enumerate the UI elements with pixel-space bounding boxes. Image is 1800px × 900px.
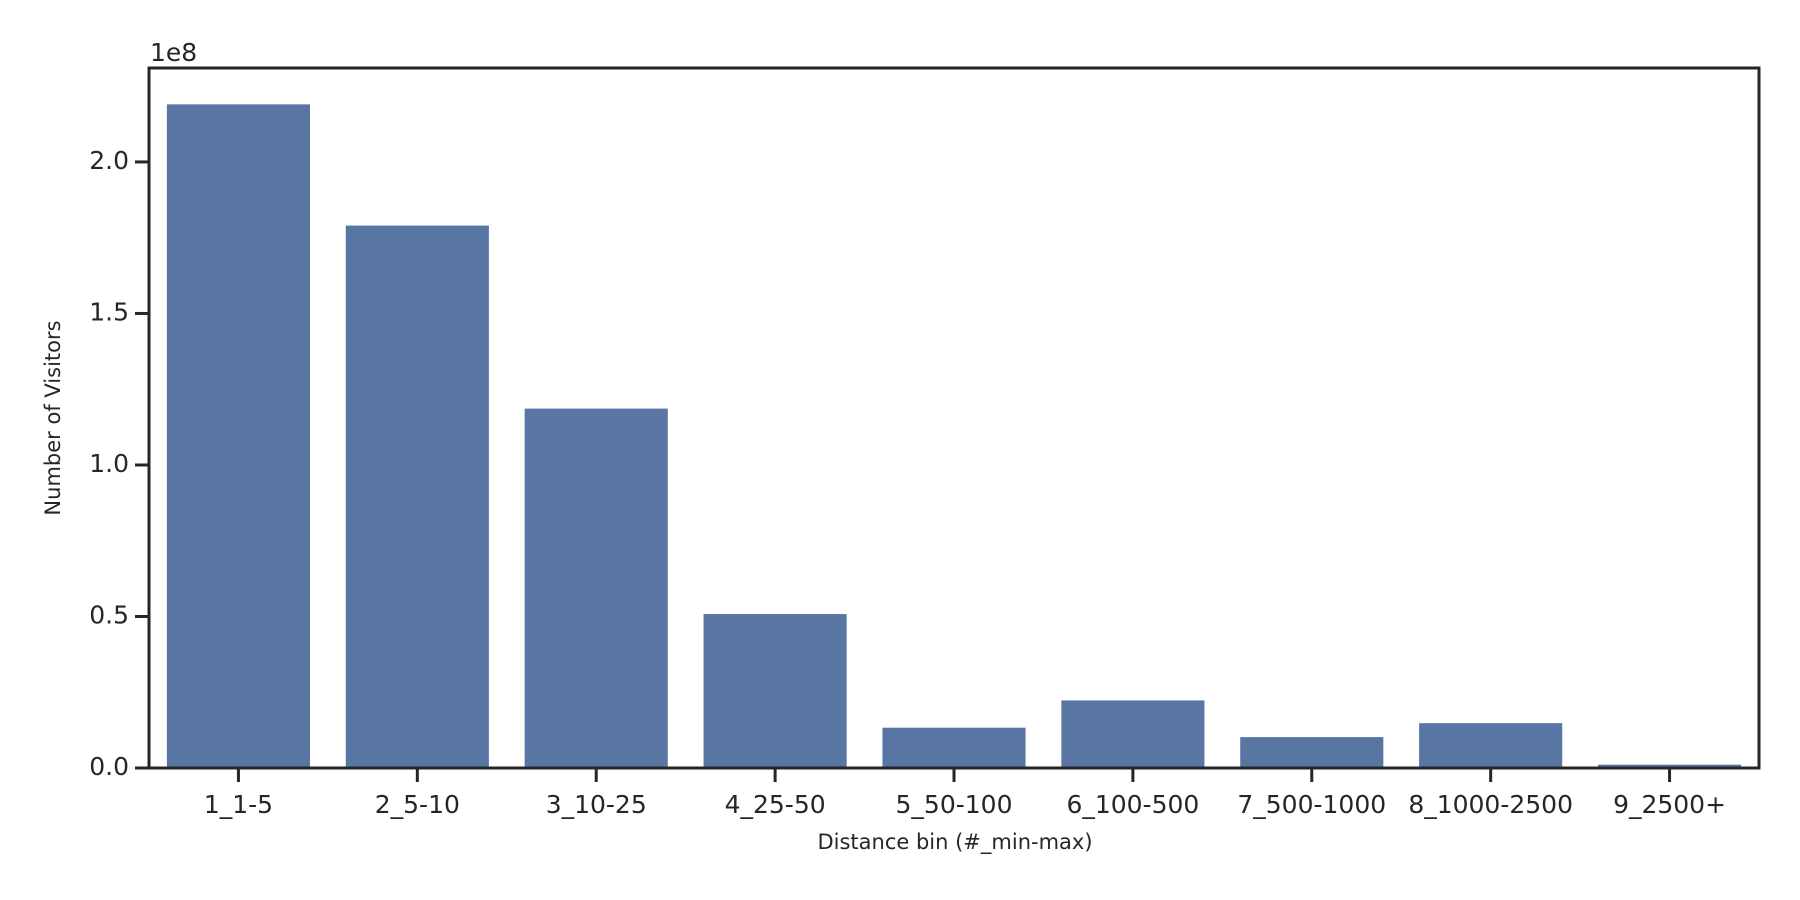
x-tick-label: 3_10-25	[546, 790, 647, 819]
y-axis-label: Number of Visitors	[41, 320, 65, 515]
bar	[345, 225, 489, 769]
x-tick-label: 9_2500+	[1613, 790, 1726, 819]
bar	[703, 614, 847, 768]
bar	[1598, 764, 1742, 768]
bar	[882, 727, 1026, 768]
x-tick-label: 6_100-500	[1066, 790, 1199, 819]
x-tick-label: 7_500-1000	[1237, 790, 1386, 819]
bar	[524, 408, 668, 768]
plot-frame	[147, 66, 1761, 770]
x-tick-label: 2_5-10	[375, 790, 460, 819]
y-tick-label: 1.5	[89, 297, 129, 326]
x-tick-label: 1_1-5	[204, 790, 273, 819]
y-tick-label: 1.0	[89, 449, 129, 478]
y-tick-label: 0.0	[89, 752, 129, 781]
y-tick-label: 2.0	[89, 146, 129, 175]
x-tick-label: 5_50-100	[896, 790, 1013, 819]
x-axis-label: Distance bin (#_min-max)	[817, 830, 1092, 855]
bar	[1419, 723, 1563, 768]
y-offset-label: 1e8	[150, 38, 197, 67]
x-tick-label: 8_1000-2500	[1408, 790, 1573, 819]
bar	[1061, 700, 1205, 768]
y-tick-label: 0.5	[89, 600, 129, 629]
bar	[166, 104, 310, 768]
x-tick-label: 4_25-50	[725, 790, 826, 819]
bar	[1240, 737, 1384, 768]
